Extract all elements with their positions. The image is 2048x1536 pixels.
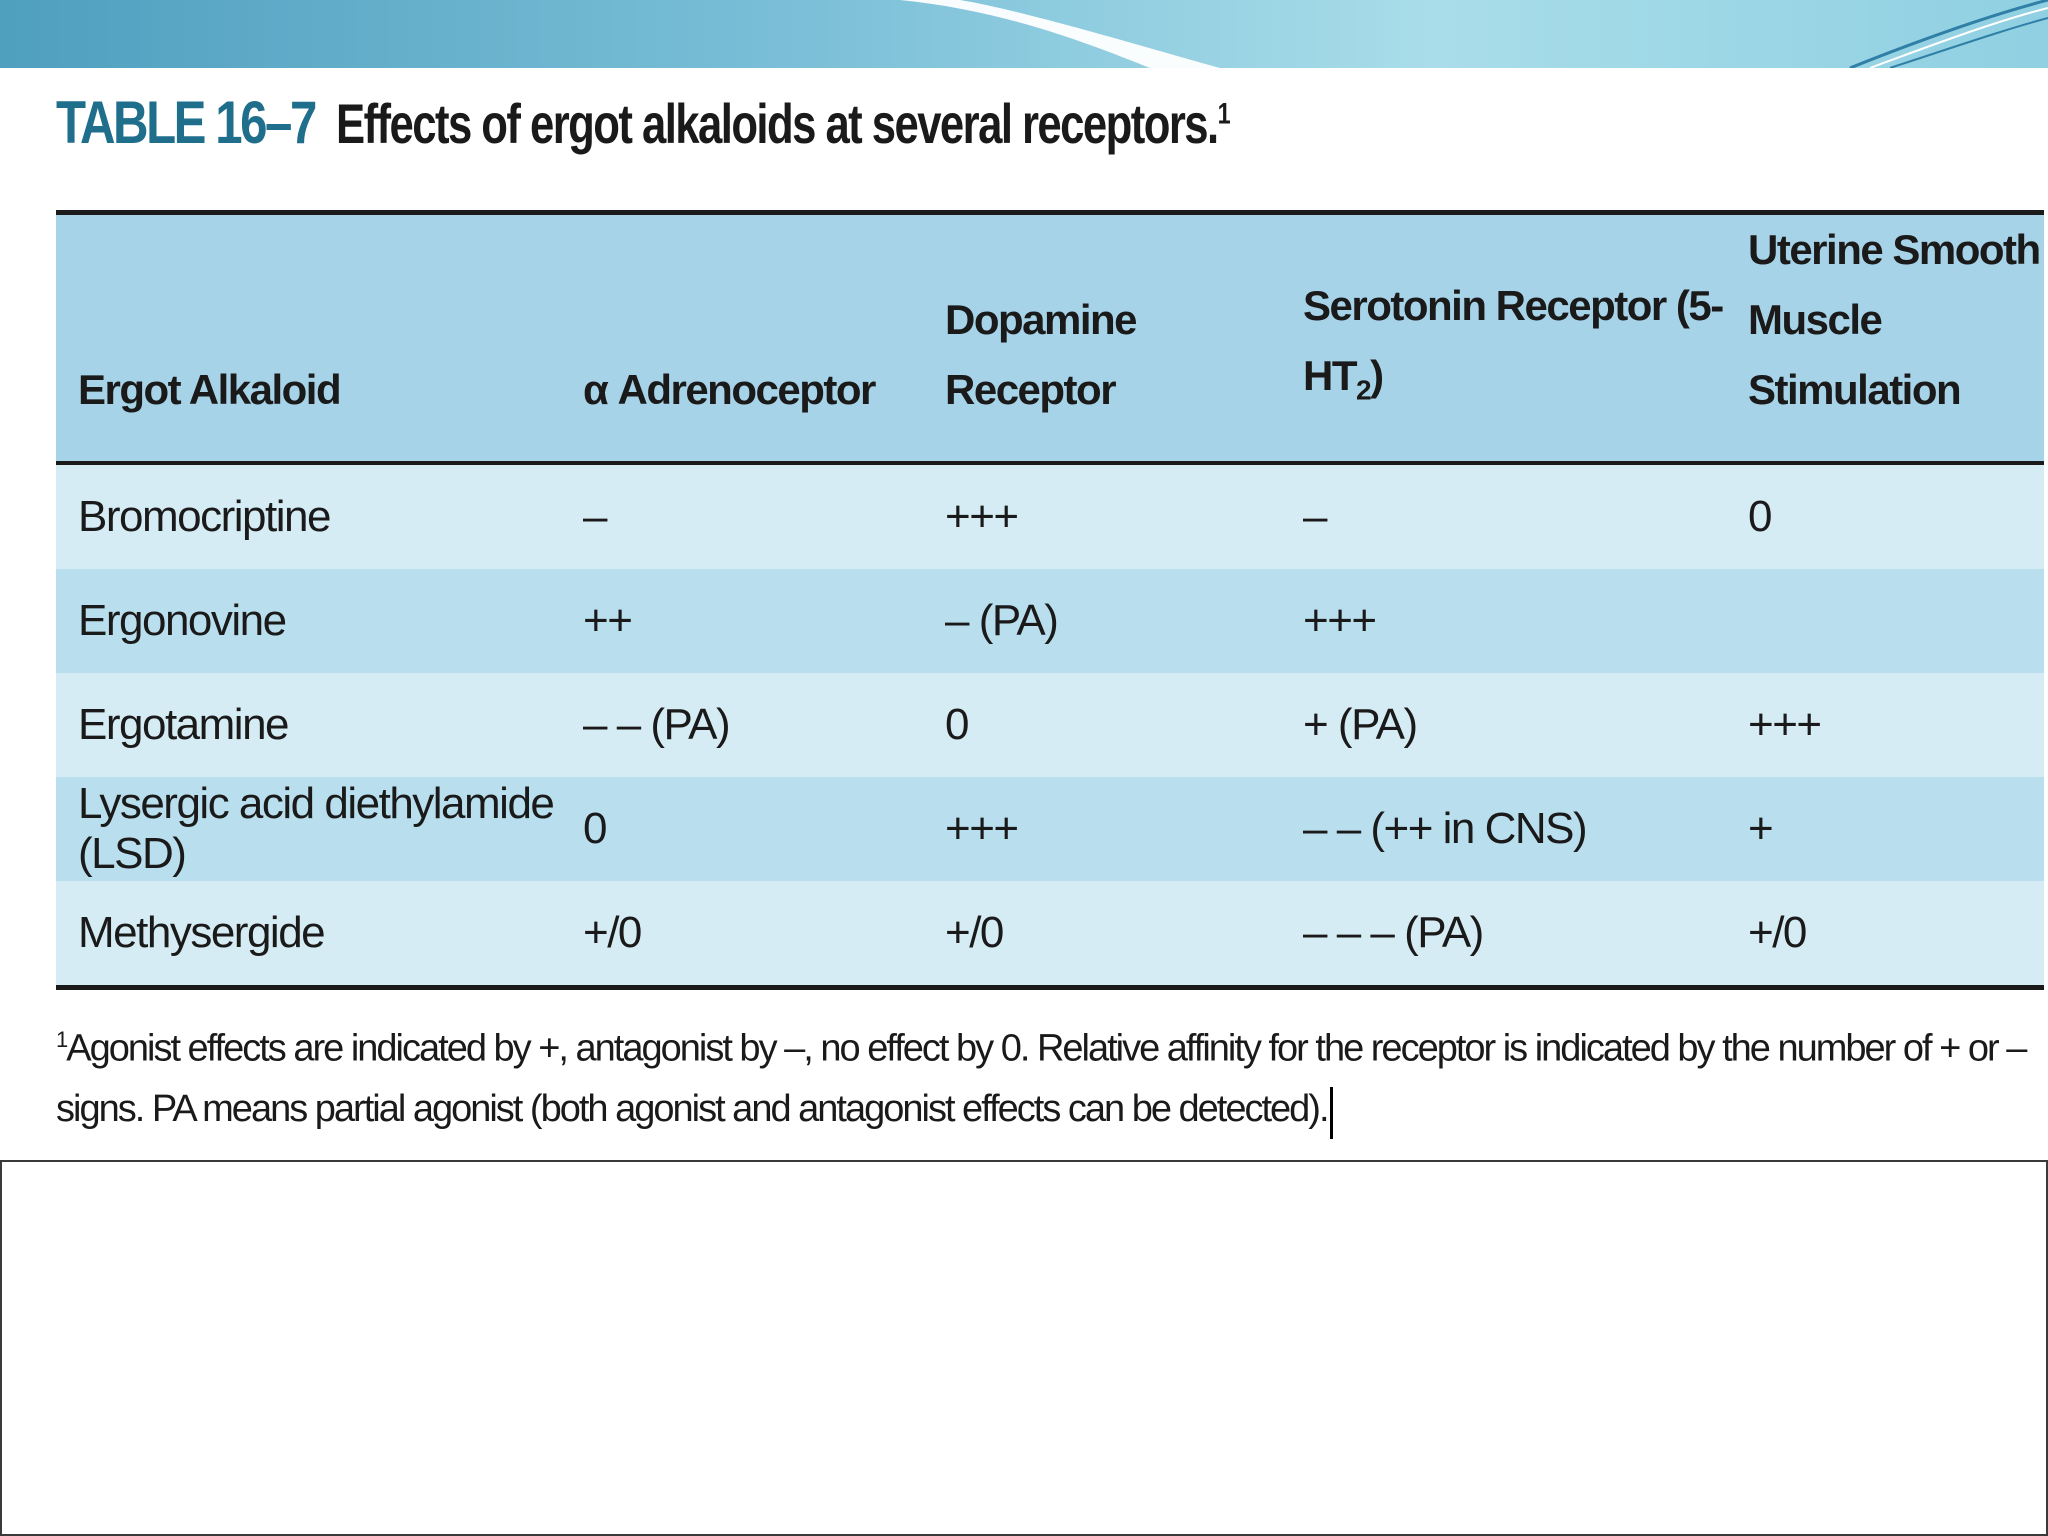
table-row: Ergonovine ++ – (PA) +++ — [56, 569, 2044, 673]
cell-alpha: – – (PA) — [561, 673, 923, 777]
cell-alkaloid: Ergotamine — [56, 673, 561, 777]
cell-uterine: + — [1726, 777, 2044, 881]
ergot-alkaloid-table: Ergot Alkaloid α Adrenoceptor Dopamine R… — [56, 210, 2044, 990]
cell-dopamine: 0 — [923, 673, 1281, 777]
slide-frame-right — [2046, 1160, 2048, 1536]
cell-serotonin: + (PA) — [1281, 673, 1726, 777]
table-number: TABLE 16–7 — [56, 89, 317, 156]
serotonin-header-close: ) — [1370, 351, 1384, 399]
table-row: Lysergic acid diethylamide (LSD) 0 +++ –… — [56, 777, 2044, 881]
cell-uterine: 0 — [1726, 463, 2044, 569]
slide-header-banner — [0, 0, 2048, 68]
header-swoosh-decoration — [900, 0, 2048, 68]
caption-footnote-mark: 1 — [1217, 97, 1230, 131]
cell-serotonin: – — [1281, 463, 1726, 569]
table-row: Ergotamine – – (PA) 0 + (PA) +++ — [56, 673, 2044, 777]
text-cursor — [1329, 1086, 1333, 1139]
cell-uterine: +++ — [1726, 673, 2044, 777]
cell-dopamine: +/0 — [923, 881, 1281, 988]
cell-alkaloid: Lysergic acid diethylamide (LSD) — [56, 777, 561, 881]
column-header-uterine-smooth-muscle: Uterine Smooth Muscle Stimulation — [1726, 212, 2044, 465]
table-title: TABLE 16–7 Effects of ergot alkaloids at… — [56, 88, 1481, 178]
table-row: Methysergide +/0 +/0 – – – (PA) +/0 — [56, 881, 2044, 988]
table-caption-text: Effects of ergot alkaloids at several re… — [335, 92, 1219, 155]
serotonin-header-text: Serotonin Receptor (5-HT — [1303, 281, 1724, 399]
cell-serotonin: – – – (PA) — [1281, 881, 1726, 988]
cell-alkaloid: Bromocriptine — [56, 463, 561, 569]
serotonin-header-subscript: 2 — [1356, 374, 1372, 405]
cell-alpha: ++ — [561, 569, 923, 673]
table-figure: TABLE 16–7 Effects of ergot alkaloids at… — [0, 68, 2048, 1160]
cell-alkaloid: Ergonovine — [56, 569, 561, 673]
cell-serotonin: – – (++ in CNS) — [1281, 777, 1726, 881]
column-header-ergot-alkaloid: Ergot Alkaloid — [56, 212, 561, 465]
cell-alpha: 0 — [561, 777, 923, 881]
table-footnote: 1Agonist effects are indicated by +, ant… — [56, 1010, 2027, 1139]
footnote-text: Agonist effects are indicated by +, anta… — [56, 1027, 2027, 1130]
column-header-dopamine-receptor: Dopamine Receptor — [923, 212, 1281, 465]
table-row: Bromocriptine – +++ – 0 — [56, 463, 2044, 569]
cell-dopamine: +++ — [923, 777, 1281, 881]
slide-frame-left — [0, 1160, 2, 1536]
cell-uterine — [1726, 569, 2044, 673]
uterine-header-line-2: Muscle Stimulation — [1748, 296, 1962, 413]
column-header-alpha-adrenoceptor: α Adrenoceptor — [561, 212, 923, 465]
cell-dopamine: – (PA) — [923, 569, 1281, 673]
slide-divider — [0, 1160, 2048, 1162]
table-caption: Effects of ergot alkaloids at several re… — [335, 91, 1231, 156]
cell-serotonin: +++ — [1281, 569, 1726, 673]
footnote-mark: 1 — [56, 1027, 68, 1052]
cell-alpha: – — [561, 463, 923, 569]
cell-uterine: +/0 — [1726, 881, 2044, 988]
cell-alpha: +/0 — [561, 881, 923, 988]
cell-alkaloid: Methysergide — [56, 881, 561, 988]
uterine-header-line-1: Uterine Smooth — [1748, 226, 2041, 273]
slide-frame-bottom — [0, 1534, 2048, 1536]
table-header-row: Ergot Alkaloid α Adrenoceptor Dopamine R… — [56, 212, 2044, 465]
column-header-serotonin-receptor: Serotonin Receptor (5-HT2) — [1281, 212, 1726, 465]
cell-dopamine: +++ — [923, 463, 1281, 569]
